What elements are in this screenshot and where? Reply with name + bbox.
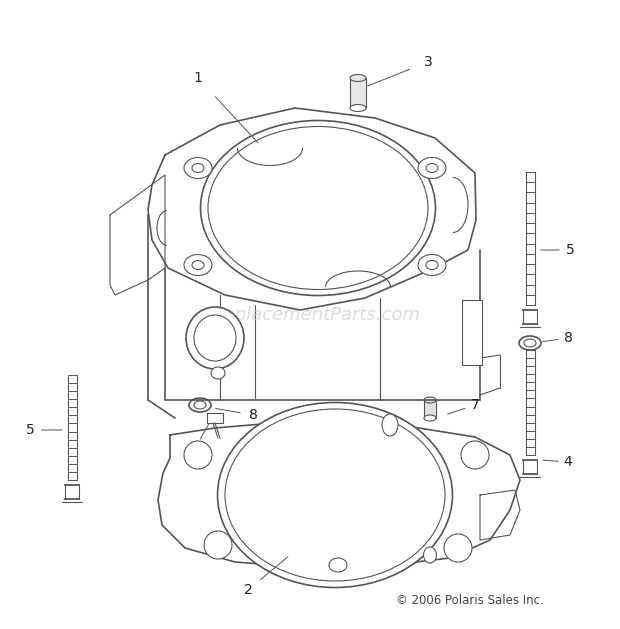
Text: 6: 6	[190, 441, 200, 455]
Ellipse shape	[189, 398, 211, 412]
Text: 5: 5	[25, 423, 34, 437]
Text: 5: 5	[565, 243, 574, 257]
Circle shape	[184, 441, 212, 469]
Ellipse shape	[186, 307, 244, 369]
Ellipse shape	[211, 367, 225, 379]
Text: 2: 2	[244, 583, 252, 597]
Text: © 2006 Polaris Sales Inc.: © 2006 Polaris Sales Inc.	[396, 594, 544, 606]
Ellipse shape	[418, 255, 446, 276]
Ellipse shape	[424, 397, 436, 403]
Ellipse shape	[192, 164, 204, 172]
Bar	[424, 400, 436, 418]
Text: 3: 3	[423, 55, 432, 69]
Bar	[350, 78, 366, 108]
Ellipse shape	[519, 336, 541, 350]
Ellipse shape	[424, 415, 436, 421]
Text: eReplacementParts.com: eReplacementParts.com	[200, 306, 420, 324]
Text: 7: 7	[471, 398, 479, 412]
Ellipse shape	[329, 558, 347, 572]
Ellipse shape	[426, 164, 438, 172]
Ellipse shape	[194, 401, 206, 409]
FancyBboxPatch shape	[462, 300, 482, 365]
Text: 8: 8	[249, 408, 257, 422]
Text: 4: 4	[564, 455, 572, 469]
Ellipse shape	[350, 104, 366, 111]
Text: 1: 1	[193, 71, 203, 85]
Ellipse shape	[423, 547, 436, 563]
Circle shape	[204, 531, 232, 559]
Ellipse shape	[350, 74, 366, 82]
Ellipse shape	[218, 403, 453, 587]
Ellipse shape	[184, 157, 212, 179]
Circle shape	[461, 441, 489, 469]
Text: 8: 8	[564, 331, 572, 345]
Ellipse shape	[382, 414, 398, 436]
Ellipse shape	[192, 260, 204, 269]
Ellipse shape	[184, 255, 212, 276]
Circle shape	[444, 534, 472, 562]
Ellipse shape	[524, 339, 536, 347]
Ellipse shape	[426, 260, 438, 269]
Ellipse shape	[200, 121, 435, 296]
Ellipse shape	[418, 157, 446, 179]
